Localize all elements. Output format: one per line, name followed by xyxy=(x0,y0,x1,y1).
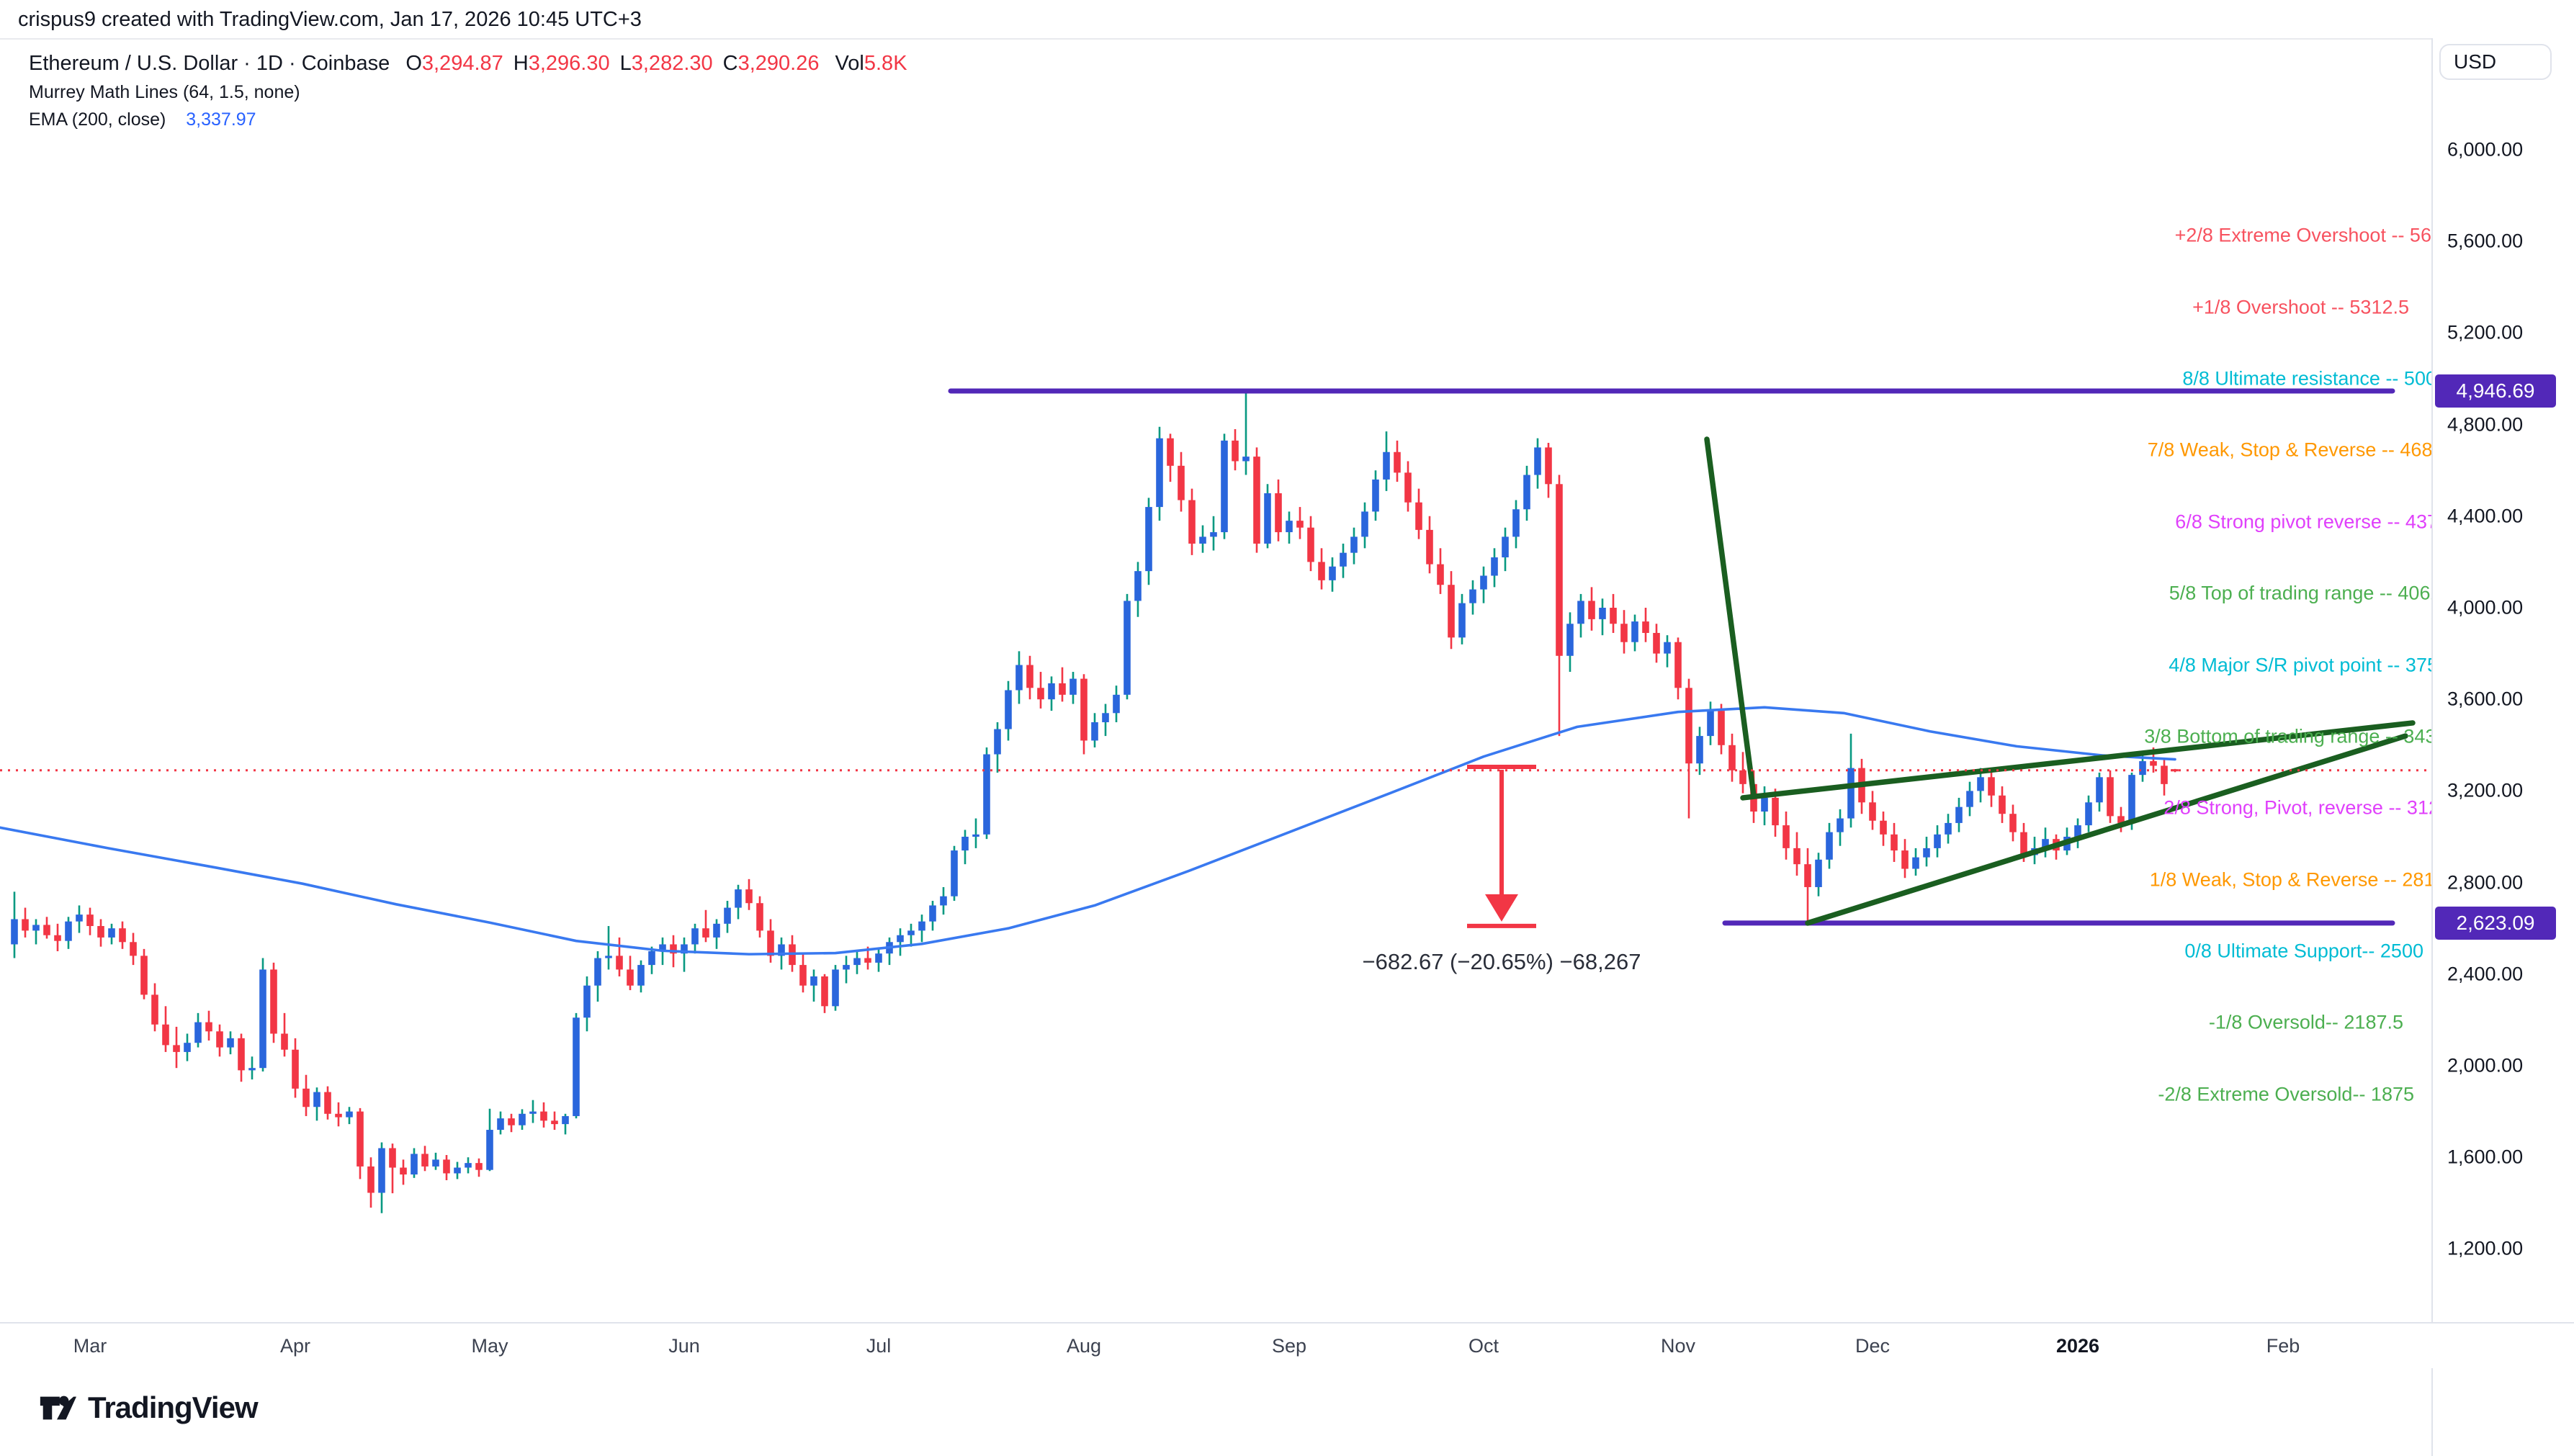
time-axis-label: May xyxy=(471,1335,508,1357)
wedge-lower-line[interactable] xyxy=(1805,733,2408,926)
price-tick-label: 3,200.00 xyxy=(2447,779,2524,801)
price-level-badge: 2,623.09 xyxy=(2435,906,2556,940)
tradingview-logo-icon xyxy=(40,1396,76,1420)
price-tick-label: 1,600.00 xyxy=(2447,1146,2524,1168)
price-scale[interactable]: USD 6,000.00 5,600.00 5,200.00 4,800.00 4,40… xyxy=(2431,38,2574,1456)
tradingview-logo[interactable]: TradingView xyxy=(37,1388,259,1427)
price-tick-label: 2,000.00 xyxy=(2447,1054,2524,1077)
price-tick-label: 5,200.00 xyxy=(2447,321,2524,343)
indicator-murrey-label: Murrey Math Lines (64, 1.5, none) xyxy=(29,82,300,102)
time-axis-label: Jul xyxy=(866,1335,892,1357)
ohlc-values: O3,294.87 H3,296.30 L3,282.30 C3,290.26 xyxy=(405,52,820,75)
time-scale[interactable]: Mar Apr May Jun Jul Aug Sep Oct Nov Dec 2026 Feb xyxy=(0,1322,2574,1368)
price-tick-label: 4,000.00 xyxy=(2447,596,2524,619)
indicator-murrey-row[interactable]: Murrey Math Lines (64, 1.5, none) xyxy=(29,82,907,103)
legend-symbol-row[interactable]: Ethereum / U.S. Dollar · 1D · Coinbase O… xyxy=(29,52,907,76)
ema-200-line[interactable] xyxy=(0,706,2176,956)
price-level-badge: 4,946.69 xyxy=(2435,374,2556,408)
time-axis-label: Nov xyxy=(1660,1335,1696,1357)
price-tick-label: 5,600.00 xyxy=(2447,230,2524,252)
time-axis-label: Feb xyxy=(2266,1335,2300,1357)
indicator-ema-label: EMA (200, close) xyxy=(29,109,166,130)
measure-tool-label: −682.67 (−20.65%) −68,267 xyxy=(1362,948,1641,974)
price-tick-label: 3,600.00 xyxy=(2447,688,2524,710)
volume-value: 5.8K xyxy=(864,52,907,75)
time-axis-label: Apr xyxy=(279,1335,311,1357)
price-tick-label: 2,800.00 xyxy=(2447,871,2524,894)
volume-label: Vol xyxy=(835,52,864,75)
currency-toggle-button[interactable]: USD xyxy=(2439,44,2552,80)
price-tick-label: 2,400.00 xyxy=(2447,963,2524,985)
time-axis-label: Jun xyxy=(668,1335,700,1357)
time-axis-label: 2026 xyxy=(2055,1335,2100,1357)
price-tick-label: 4,400.00 xyxy=(2447,505,2524,527)
time-axis-label: Dec xyxy=(1855,1335,1891,1357)
wedge-upper-line[interactable] xyxy=(1740,720,2416,801)
indicator-ema-row[interactable]: EMA (200, close) 3,337.97 xyxy=(29,109,907,130)
price-tick-label: 6,000.00 xyxy=(2447,138,2524,161)
time-axis-label: Sep xyxy=(1271,1335,1307,1357)
currency-label: USD xyxy=(2454,50,2497,73)
tradingview-logo-text: TradingView xyxy=(88,1390,259,1424)
legend: Ethereum / U.S. Dollar · 1D · Coinbase O… xyxy=(29,52,907,130)
symbol-title: Ethereum / U.S. Dollar · 1D · Coinbase xyxy=(29,52,390,75)
time-axis-label: Oct xyxy=(1468,1335,1499,1357)
header-bar: crispus9 created with TradingView.com, J… xyxy=(0,0,2574,40)
measure-arrow-head[interactable] xyxy=(1485,894,1518,922)
time-axis-label: Mar xyxy=(73,1335,107,1357)
price-tick-label: 4,800.00 xyxy=(2447,413,2524,436)
descending-impulse-line[interactable] xyxy=(1704,436,1757,799)
price-tick-label: 1,200.00 xyxy=(2447,1237,2524,1259)
indicator-ema-value: 3,337.97 xyxy=(186,109,256,130)
chart-byline: crispus9 created with TradingView.com, J… xyxy=(18,8,642,31)
time-axis-label: Aug xyxy=(1066,1335,1102,1357)
